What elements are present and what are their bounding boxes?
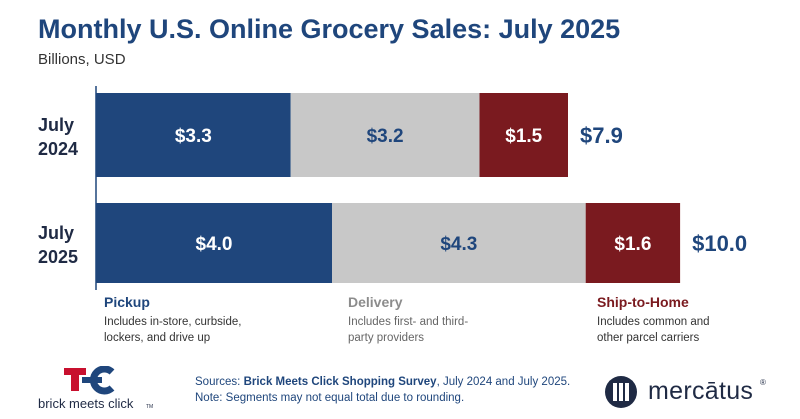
legend-delivery-name: Delivery: [348, 294, 403, 310]
legend-ship-desc-1: Includes common and: [597, 316, 710, 328]
data-label: $4.3: [440, 234, 477, 255]
total-label: $7.9: [580, 123, 623, 148]
bar-segment-ship-to-home: [479, 93, 568, 177]
footer-notes: Sources: Brick Meets Click Shopping Surv…: [195, 374, 570, 406]
bar-segment-ship-to-home: [585, 203, 681, 283]
legend-ship-desc-2: other parcel carriers: [597, 332, 700, 344]
legend-pickup: Pickup Includes in-store, curbside, lock…: [104, 294, 304, 346]
chart-title: Monthly U.S. Online Grocery Sales: July …: [38, 14, 621, 44]
bar-segment-pickup: [96, 93, 291, 177]
mercatus-logo: mercātus ®: [604, 374, 774, 410]
data-label: $4.0: [196, 234, 233, 255]
bar-segment-pickup: [96, 203, 332, 283]
total-label: $10.0: [692, 231, 747, 256]
bar-segment-delivery: [332, 203, 586, 283]
legend-ship-name: Ship-to-Home: [597, 294, 689, 310]
chart-subtitle: Billions, USD: [38, 51, 126, 68]
legend-delivery-desc-2: party providers: [348, 332, 425, 344]
bmc-wordmark: brick meets click: [38, 396, 134, 411]
sources-bold: Brick Meets Click Shopping Survey: [243, 376, 437, 388]
category-label-line1: July: [38, 115, 74, 135]
stacked-bar-chart: July 2024 $3.3 $3.2 $1.5 $7.9 July 2025 $4.0 $4.3…: [38, 86, 747, 290]
sources-suffix: , July 2024 and July 2025.: [436, 376, 571, 388]
sources-prefix: Sources:: [195, 376, 244, 388]
rounding-note: Note: Segments may not equal total due t…: [195, 392, 465, 404]
bmc-mark-icon: brick meets click TM: [38, 365, 153, 411]
legend-ship-to-home: Ship-to-Home Includes common and other p…: [597, 294, 797, 346]
legend-pickup-desc-1: Includes in-store, curbside,: [104, 316, 242, 328]
legend-pickup-desc-2: lockers, and drive up: [104, 332, 211, 344]
category-label-line2: 2024: [38, 139, 78, 159]
data-label: $1.5: [505, 126, 542, 147]
sources-line: Sources: Brick Meets Click Shopping Surv…: [195, 374, 570, 390]
data-label: $3.2: [367, 126, 404, 147]
legend-pickup-name: Pickup: [104, 294, 150, 310]
bmc-tm: TM: [146, 404, 153, 410]
category-label-line2: 2025: [38, 247, 78, 267]
category-label-line1: July: [38, 223, 74, 243]
data-label: $3.3: [175, 126, 212, 147]
legend-delivery-desc-1: Includes first- and third-: [348, 316, 469, 328]
brick-meets-click-logo: brick meets click TM: [38, 365, 158, 412]
legend-delivery: Delivery Includes first- and third- part…: [348, 294, 548, 346]
mercatus-wordmark: mercātus: [648, 377, 754, 405]
mercatus-mark-icon: [605, 376, 637, 408]
mercatus-registered: ®: [760, 378, 766, 387]
data-label: $1.6: [614, 234, 651, 255]
bar-segment-delivery: [290, 93, 480, 177]
